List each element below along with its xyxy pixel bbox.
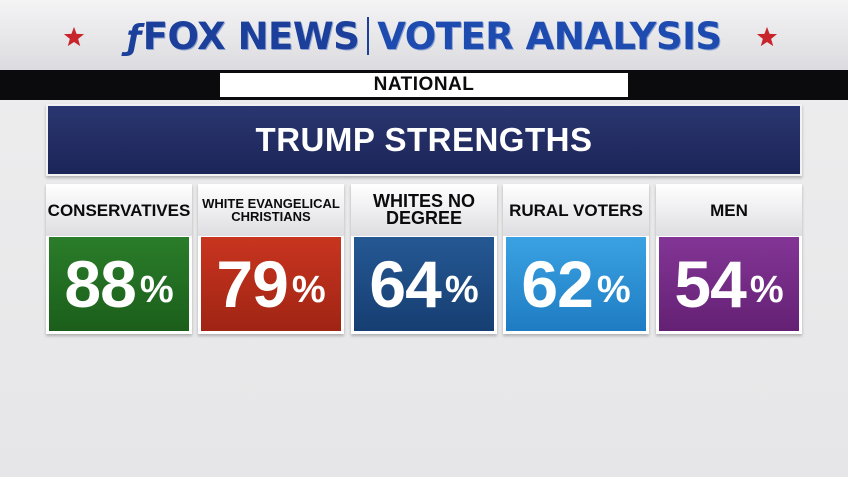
card-unit: % bbox=[139, 268, 174, 311]
region-label: NATIONAL bbox=[220, 73, 628, 97]
page-title: VOTER ANALYSIS bbox=[377, 15, 722, 58]
card-unit: % bbox=[291, 268, 326, 311]
stat-card-white-evangelical-christians: WHITE EVANGELICAL CHRISTIANS 79% bbox=[198, 184, 344, 334]
stat-card-conservatives: CONSERVATIVES 88% bbox=[46, 184, 192, 334]
card-unit: % bbox=[444, 268, 479, 311]
card-value: 54 bbox=[674, 247, 746, 321]
card-value-box: 54% bbox=[659, 237, 799, 331]
stat-cards: CONSERVATIVES 88% WHITE EVANGELICAL CHRI… bbox=[46, 184, 802, 334]
card-value-box: 88% bbox=[49, 237, 189, 331]
card-value: 62 bbox=[521, 247, 593, 321]
card-unit: % bbox=[596, 268, 631, 311]
card-label: RURAL VOTERS bbox=[503, 184, 649, 236]
card-label: WHITES NO DEGREE bbox=[351, 184, 497, 236]
card-label: MEN bbox=[656, 184, 802, 236]
card-unit: % bbox=[749, 268, 784, 311]
section-banner: TRUMP STRENGTHS bbox=[46, 104, 802, 176]
brand-name: FOX NEWS bbox=[142, 15, 360, 58]
header: ƒFOX NEWS VOTER ANALYSIS bbox=[0, 0, 848, 70]
stat-card-men: MEN 54% bbox=[656, 184, 802, 334]
brand-lockup: ƒFOX NEWS VOTER ANALYSIS bbox=[0, 13, 848, 62]
star-icon bbox=[756, 26, 778, 47]
card-label: CONSERVATIVES bbox=[46, 184, 192, 236]
card-value-box: 79% bbox=[201, 237, 341, 331]
brand-divider bbox=[367, 17, 370, 55]
star-icon bbox=[63, 26, 85, 47]
stat-card-rural-voters: RURAL VOTERS 62% bbox=[503, 184, 649, 334]
region-bar: NATIONAL bbox=[0, 70, 848, 100]
stat-card-whites-no-degree: WHITES NO DEGREE 64% bbox=[351, 184, 497, 334]
card-value-box: 62% bbox=[506, 237, 646, 331]
card-value: 64 bbox=[369, 247, 441, 321]
card-value: 79 bbox=[216, 247, 288, 321]
banner-title: TRUMP STRENGTHS bbox=[255, 121, 593, 158]
card-value-box: 64% bbox=[354, 237, 494, 331]
card-label: WHITE EVANGELICAL CHRISTIANS bbox=[198, 184, 344, 236]
fox-logo-icon: ƒ bbox=[126, 18, 141, 58]
card-value: 88 bbox=[64, 247, 136, 321]
